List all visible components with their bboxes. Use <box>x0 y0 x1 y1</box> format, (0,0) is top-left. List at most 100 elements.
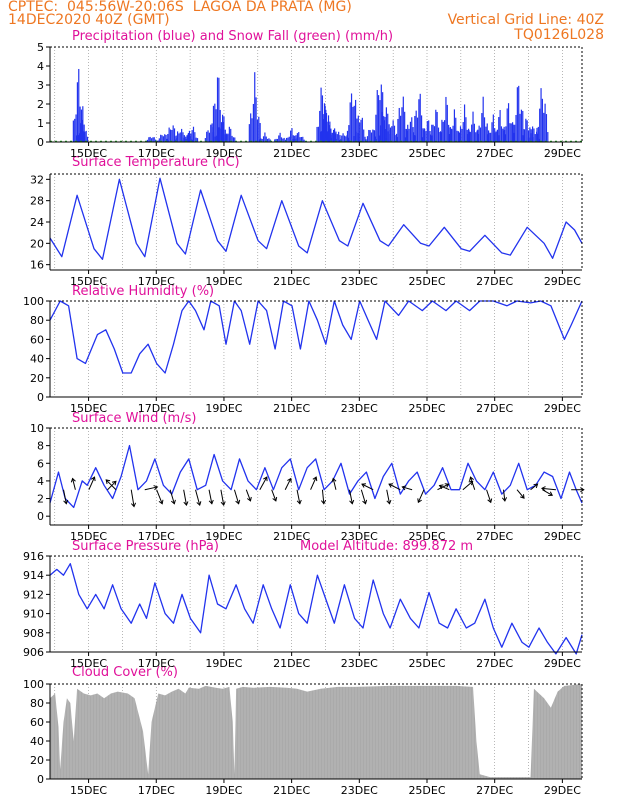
precip-bar <box>210 124 212 142</box>
header-grid-note: Vertical Grid Line: 40Z <box>447 12 604 28</box>
precip-bar <box>175 135 177 142</box>
precip-bar <box>274 139 276 142</box>
precip-bar <box>303 139 305 142</box>
precip-bar <box>278 135 280 142</box>
precip-bar <box>294 138 296 142</box>
precip-bar <box>530 133 532 142</box>
x-tick-label: 29DEC <box>544 784 581 797</box>
y-tick-label: 6 <box>37 457 44 470</box>
x-tick-label: 21DEC <box>273 402 310 415</box>
precip-bar <box>332 132 334 142</box>
precip-bar <box>512 122 514 142</box>
precip-bar <box>529 137 531 142</box>
precip-bar <box>79 106 81 142</box>
precip-bar <box>85 130 87 142</box>
wind-arrow <box>360 489 367 504</box>
y-tick-label: 20 <box>30 754 44 767</box>
precip-bar <box>373 130 376 142</box>
wind-arrow-head <box>246 496 252 502</box>
precip-bar <box>172 125 174 142</box>
series-line <box>49 444 583 509</box>
x-tick-label: 27DEC <box>476 402 513 415</box>
precip-bar <box>77 135 79 142</box>
precip-bar <box>422 129 424 142</box>
wind-arrow <box>105 479 117 491</box>
x-tick-label: 23DEC <box>341 530 378 543</box>
precip-bar <box>457 131 460 142</box>
wind-arrow-head <box>533 483 539 489</box>
panel-4 <box>46 555 583 656</box>
precip-bar <box>167 134 169 142</box>
precip-bar <box>505 126 507 142</box>
precip-bar <box>531 126 534 142</box>
precip-bar <box>418 99 420 142</box>
y-tick-label: 916 <box>23 550 44 563</box>
precip-bar <box>465 117 467 142</box>
precip-bar <box>328 125 331 142</box>
precip-bar <box>221 114 224 142</box>
wind-arrow <box>349 489 353 504</box>
x-tick-label: 27DEC <box>476 275 513 288</box>
precip-bar <box>503 129 506 142</box>
x-tick-label: 15DEC <box>70 402 107 415</box>
precip-bar <box>398 107 400 142</box>
precip-bar <box>471 124 473 142</box>
precip-bar <box>431 124 433 142</box>
precip-bar <box>327 115 330 142</box>
wind-arrow <box>88 476 95 490</box>
wind-arrow-head <box>130 502 137 508</box>
precip-bar <box>294 135 296 142</box>
wind-arrow-head <box>272 496 278 502</box>
x-tick-label: 27DEC <box>476 147 513 160</box>
pressure-model-altitude: Model Altitude: 899.872 m <box>300 539 474 554</box>
precip-bar <box>280 137 283 142</box>
precip-bar <box>258 116 260 142</box>
precip-bar <box>481 113 483 142</box>
precip-bar <box>490 132 492 142</box>
x-tick-label: 17DEC <box>138 275 175 288</box>
precip-bar <box>436 111 438 142</box>
precip-bar <box>335 131 337 142</box>
cloud-panel-title: Cloud Cover (%) <box>72 665 178 680</box>
precip-bar <box>148 137 150 142</box>
precip-bar <box>250 113 252 142</box>
precip-bar <box>295 137 297 142</box>
precip-bar <box>376 90 378 142</box>
y-tick-label: 906 <box>23 646 44 659</box>
precip-bar <box>325 109 327 142</box>
precip-bar <box>421 137 423 142</box>
wind-arrow <box>63 489 67 504</box>
y-tick-label: 40 <box>30 353 44 366</box>
precip-bar <box>368 129 370 142</box>
precip-bar <box>540 88 542 142</box>
precip-bar <box>262 136 265 142</box>
precip-bar <box>149 136 151 142</box>
y-tick-label: 4 <box>37 475 44 488</box>
precip-bar <box>463 104 466 142</box>
x-tick-label: 29DEC <box>544 147 581 160</box>
precip-bar <box>525 118 527 142</box>
precip-bar <box>74 118 76 142</box>
x-tick-label: 15DEC <box>70 530 107 543</box>
precip-bar <box>494 132 496 142</box>
precip-bar <box>433 126 436 142</box>
wind-arrow-head <box>63 499 69 505</box>
precip-bar <box>527 130 530 142</box>
precip-bar <box>325 113 328 142</box>
precip-bar <box>260 138 262 142</box>
precip-bar <box>509 123 511 142</box>
precip-bar <box>86 136 89 142</box>
precip-bar <box>402 96 404 142</box>
x-tick-label: 21DEC <box>273 784 310 797</box>
precip-bar <box>380 125 382 142</box>
wind-arrow <box>417 489 425 503</box>
y-tick-label: 0 <box>37 773 44 786</box>
wind-arrow <box>245 489 251 502</box>
y-tick-label: 2 <box>37 493 44 506</box>
precip-bar <box>331 132 333 142</box>
precip-bar <box>411 117 413 142</box>
precip-bar <box>523 129 526 142</box>
precip-bar <box>357 115 359 142</box>
precip-bar <box>459 126 462 142</box>
precip-bar <box>190 133 192 142</box>
